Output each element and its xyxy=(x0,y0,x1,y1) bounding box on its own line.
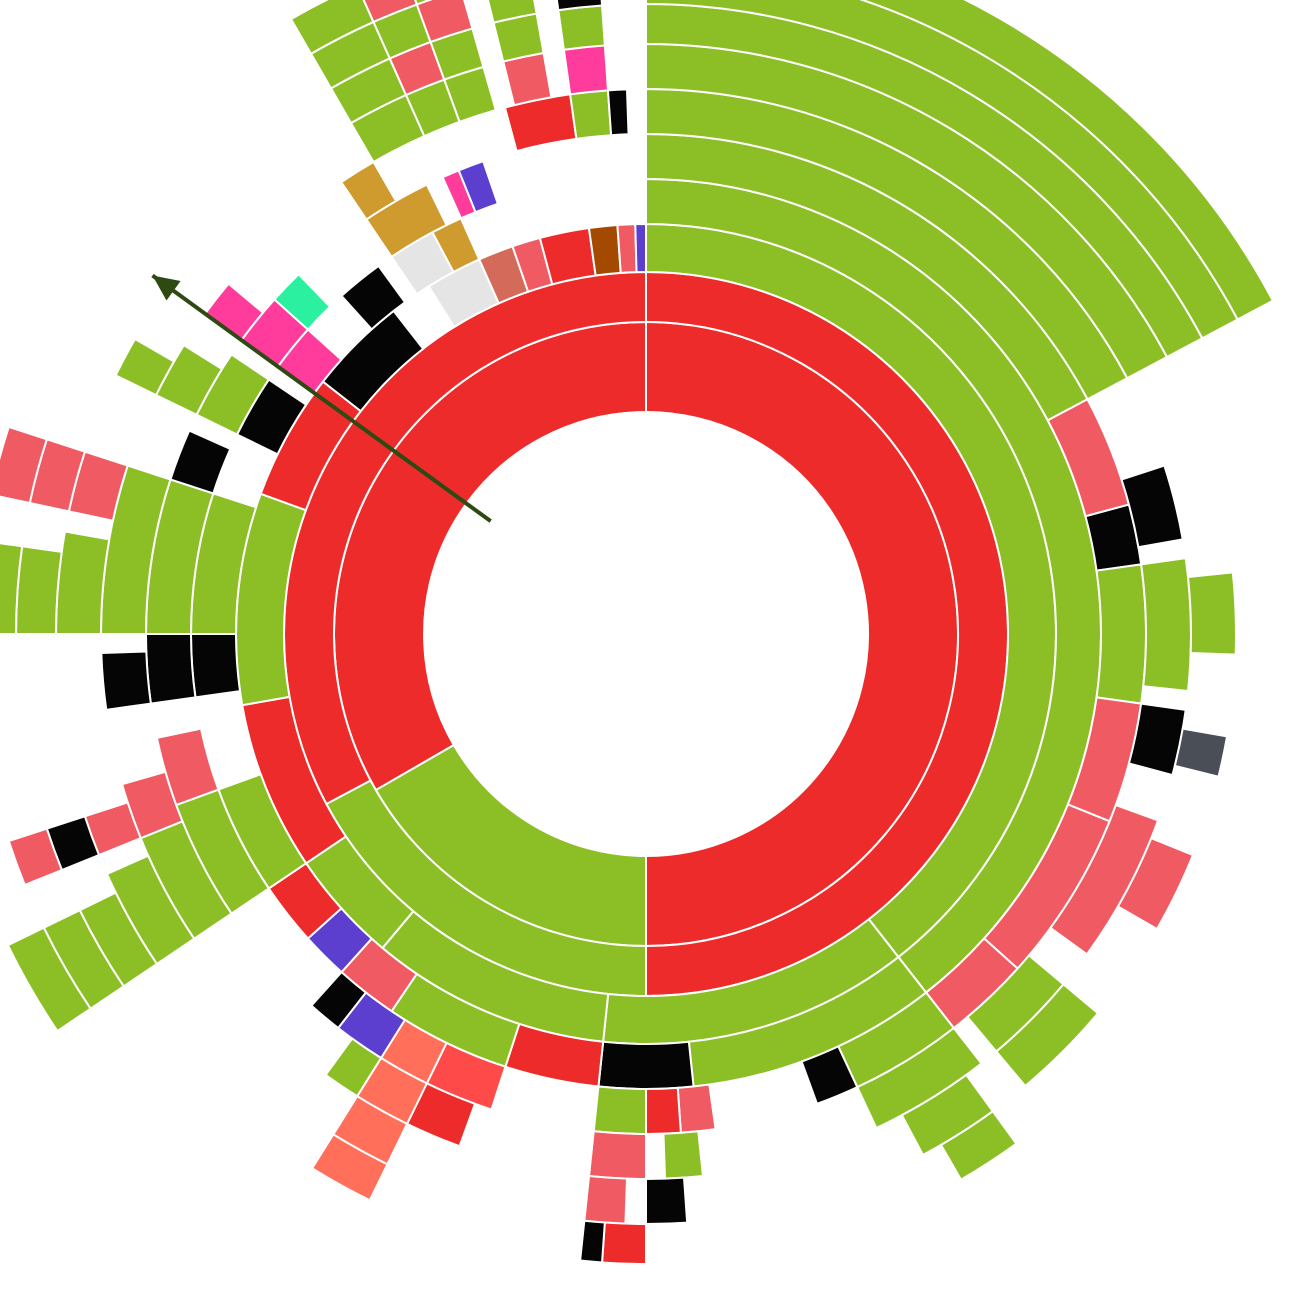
sunburst-segment-r4-s20[interactable] xyxy=(169,429,232,495)
sunburst-segment-r6-s13[interactable] xyxy=(114,337,176,397)
sunburst-segment-r6-s4[interactable] xyxy=(994,982,1100,1088)
sunburst-segment-r6-s6[interactable] xyxy=(645,1176,689,1226)
sunburst-segment-r2-s13[interactable] xyxy=(616,223,638,274)
sunburst-segment-r8-s8[interactable] xyxy=(484,0,538,24)
sunburst-segment-r2-s7[interactable] xyxy=(321,309,425,413)
sunburst-segment-r4-s11[interactable] xyxy=(592,1085,647,1136)
sunburst-segment-r5-s20[interactable] xyxy=(569,89,613,140)
sunburst-segment-r4-s10[interactable] xyxy=(645,1086,682,1136)
sunburst-segment-r6-s2[interactable] xyxy=(1173,727,1229,778)
sunburst-segment-r4-s26[interactable] xyxy=(457,159,500,214)
sunburst-segment-r9-s0[interactable] xyxy=(646,0,1275,321)
sunburst-segment-r3-s9[interactable] xyxy=(189,633,242,699)
sunburst-segment-r6-s7[interactable] xyxy=(583,1174,629,1225)
sunburst-segment-r5-s7[interactable] xyxy=(662,1130,705,1180)
sunburst-segment-r6-s1[interactable] xyxy=(1186,571,1237,656)
sunburst-segment-r8-s2[interactable] xyxy=(7,827,64,887)
sunburst-segment-r8-s9[interactable] xyxy=(553,0,604,12)
sunburst-segment-r7-s3[interactable] xyxy=(579,1219,606,1264)
sunburst-segment-r5-s11[interactable] xyxy=(324,1037,383,1098)
sunburst-segment-r5-s21[interactable] xyxy=(606,88,630,137)
sunburst-segment-r6-s18[interactable] xyxy=(562,44,610,96)
sunburst-segment-r5-s8[interactable] xyxy=(587,1130,647,1181)
sunburst-segment-r5-s1[interactable] xyxy=(1120,464,1184,549)
sunburst-segment-r7-s4[interactable] xyxy=(310,1132,389,1202)
arrow-line xyxy=(151,273,492,523)
arrow-layer xyxy=(151,273,492,523)
sunburst-segment-r6-s3[interactable] xyxy=(1116,836,1195,931)
sunburst-segment-r7-s2[interactable] xyxy=(600,1221,647,1266)
sunburst-segment-r7-s13[interactable] xyxy=(557,4,606,51)
sunburst-segment-r9-s4[interactable] xyxy=(403,0,461,6)
sunburst-segment-r3-s2[interactable] xyxy=(597,1040,695,1091)
sunburst-segment-r7-s7[interactable] xyxy=(14,545,63,635)
sunburst-segment-r4-s3[interactable] xyxy=(1095,563,1147,705)
sunburst-segment-r5-s2[interactable] xyxy=(1140,557,1192,693)
sunburst-segment-r6-s11[interactable] xyxy=(54,530,111,635)
sunburst-segment-r4-s23[interactable] xyxy=(273,272,332,331)
arrow-head-icon xyxy=(152,275,181,301)
sunburst-segment-r5-s18[interactable] xyxy=(339,160,398,221)
sunburst-segment-r3-s13[interactable] xyxy=(340,264,407,331)
sunburst-segment-r4-s8[interactable] xyxy=(800,1045,859,1106)
sunburst-segment-r4-s9[interactable] xyxy=(676,1083,717,1134)
sunburst-segment-r8-s3[interactable] xyxy=(0,541,24,635)
sunburst-segment-r5-s17[interactable] xyxy=(203,282,265,342)
sunburst-segment-r2-s14[interactable] xyxy=(634,222,647,274)
sunburst-segments xyxy=(0,0,1275,1266)
sunburst-segment-r7-s1[interactable] xyxy=(939,1109,1018,1181)
sunburst-segment-r8-s7[interactable] xyxy=(415,0,474,44)
sunburst-segment-r9-s1[interactable] xyxy=(6,926,92,1033)
sunburst-segment-r5-s14[interactable] xyxy=(100,650,152,711)
sunburst-segment-r8-s4[interactable] xyxy=(0,425,49,505)
sunburst-segment-r4-s18[interactable] xyxy=(144,633,197,705)
sunburst-segment-r2-s12[interactable] xyxy=(587,223,622,277)
sunburst-segment-r4-s15[interactable] xyxy=(310,970,368,1030)
